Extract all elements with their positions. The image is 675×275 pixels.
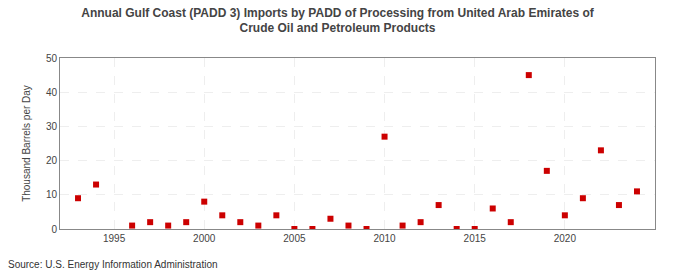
svg-text:0: 0: [51, 224, 57, 235]
svg-text:2020: 2020: [554, 233, 577, 244]
svg-text:2005: 2005: [283, 233, 306, 244]
svg-text:1995: 1995: [103, 233, 126, 244]
svg-text:2010: 2010: [373, 233, 396, 244]
svg-text:10: 10: [46, 189, 58, 200]
svg-text:Source: U.S. Energy Informatio: Source: U.S. Energy Information Administ…: [8, 259, 218, 270]
svg-text:50: 50: [46, 53, 58, 64]
svg-text:20: 20: [46, 155, 58, 166]
svg-text:2000: 2000: [193, 233, 216, 244]
svg-text:Thousand Barrels per Day: Thousand Barrels per Day: [21, 85, 32, 202]
svg-text:30: 30: [46, 121, 58, 132]
svg-text:2015: 2015: [464, 233, 487, 244]
svg-text:40: 40: [46, 87, 58, 98]
svg-text:Annual Gulf Coast (PADD 3) Imp: Annual Gulf Coast (PADD 3) Imports by PA…: [81, 6, 595, 36]
